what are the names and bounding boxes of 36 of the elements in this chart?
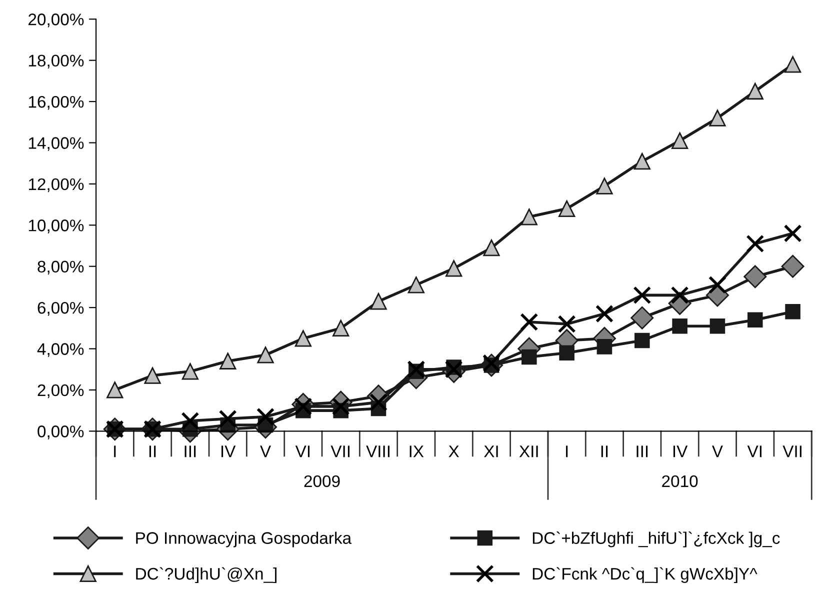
x-tick-label: II	[601, 446, 608, 458]
x-tick-label: XII	[519, 446, 538, 458]
x-tick-label: XI	[484, 446, 498, 458]
y-tick-label: 16,00%	[28, 96, 84, 110]
y-tick-label: 6,00%	[38, 302, 84, 316]
y-tick-label: 4,00%	[37, 343, 84, 357]
x-tick-label: V	[712, 446, 723, 458]
text: 2010	[662, 475, 698, 488]
legend-label: DC`Fcnk ^Dc`q_]`K gWcXb]Y^	[532, 567, 758, 583]
legend-label: PO Innowacyjna Gospodarka	[136, 532, 352, 548]
y-tick-label: 18,00%	[28, 54, 84, 69]
y-tick-label: 8,00%	[38, 260, 84, 275]
legend-label: DC`?Ud]hU`@Xn_]	[136, 567, 276, 583]
y-tick-label: 12,00%	[28, 178, 84, 192]
y-tick-label: 10,00%	[28, 220, 84, 234]
text: 2009	[304, 475, 340, 488]
x-tick-label: VI	[747, 446, 762, 458]
x-tick-label: VI	[295, 446, 310, 458]
x-tick-label: VII	[782, 446, 802, 458]
x-tick-label: IV	[222, 446, 236, 458]
x-tick-label: III	[636, 446, 648, 458]
x-tick-label: IV	[673, 446, 688, 458]
y-tick-label: 14,00%	[28, 137, 84, 151]
x-tick-label: X	[448, 446, 460, 458]
x-tick-label: I	[566, 446, 568, 458]
legend-label: DC`+bZfUghfi _hifU`]`¿fcXck ]g_c	[532, 532, 780, 548]
y-tick-label: 2,00%	[38, 384, 84, 398]
x-tick-label: I	[114, 446, 116, 458]
x-tick-label: IX	[410, 446, 424, 458]
x-tick-label: II	[149, 446, 156, 458]
x-tick-label: VIII	[366, 446, 390, 458]
y-tick-label: 0,00%	[38, 426, 84, 440]
x-tick-label: VII	[330, 446, 350, 458]
y-tick-label: 20,00%	[28, 14, 84, 28]
x-tick-label: III	[184, 446, 196, 458]
x-tick-label: V	[260, 446, 271, 458]
